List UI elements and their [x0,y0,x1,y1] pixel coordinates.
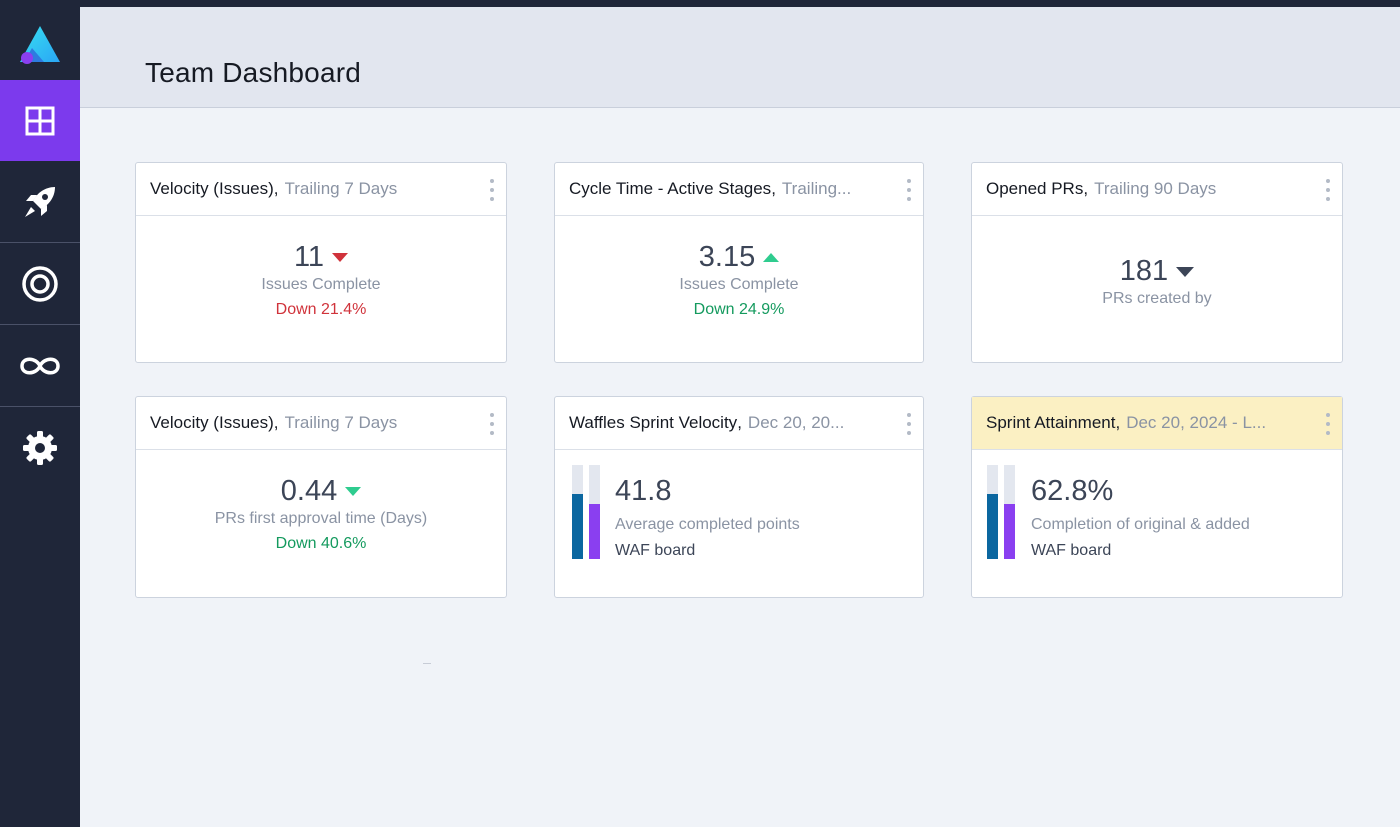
trend-down-icon [1176,266,1195,277]
metric-card: Velocity (Issues), Trailing 7 Days 0.44 P… [135,396,507,598]
metric-block: 3.15 Issues Complete Down 24.9% [555,241,923,319]
card-title: Cycle Time - Active Stages [569,179,772,198]
card-subtitle: Trailing 90 Days [1094,179,1217,198]
card-title: Velocity (Issues) [150,179,274,198]
sidebar-item-dashboard[interactable] [0,80,80,161]
card-menu-icon[interactable] [488,413,496,435]
sidebar-divider [0,242,80,243]
metric-value-row: 11 [293,241,349,274]
card-header: Cycle Time - Active Stages, Trailing... [555,163,923,216]
card-subtitle: Trailing 7 Days [284,179,398,198]
metric-value: 62.8% [1031,475,1114,507]
bar-fill-completed [589,504,600,559]
metric-label: Issues Complete [679,276,799,293]
page-header: Team Dashboard [80,7,1400,108]
divider-mark [423,663,431,664]
sprint-bars [987,465,1017,559]
metric-value-row: 181 [1119,255,1195,288]
trend-down-icon [332,253,349,262]
metric-block: 181 PRs created by [972,255,1342,308]
sidebar-item-goals[interactable] [0,243,80,324]
card-menu-icon[interactable] [488,179,496,201]
bar-track [1004,465,1015,559]
trend-up-icon [763,253,780,262]
card-menu-icon[interactable] [905,413,913,435]
sidebar [0,0,80,827]
card-menu-icon[interactable] [1324,413,1332,435]
loop-icon [20,357,60,374]
card-title: Waffles Sprint Velocity [569,413,738,432]
metric-block: 0.44 PRs first approval time (Days) Down… [136,475,506,553]
bar-fill-completed [1004,504,1015,559]
metric-change: Down 40.6% [275,535,367,552]
app-logo[interactable] [0,7,80,80]
card-title: Sprint Attainment [986,413,1116,432]
metric-value: 181 [1119,255,1169,287]
metric-label: Issues Complete [261,276,381,293]
metric-value: 11 [293,241,325,273]
logo-icon [20,25,60,64]
sidebar-item-integrations[interactable] [0,325,80,406]
metric-label: PRs created by [1102,290,1212,307]
metric-card: Waffles Sprint Velocity, Dec 20, 20... 41… [554,396,924,598]
metric-value-row: 3.15 [698,241,780,274]
metric-value-row: 0.44 [280,475,362,508]
target-icon [22,265,58,302]
metric-card: Velocity (Issues), Trailing 7 Days 11 Iss… [135,162,507,363]
card-subtitle: Trailing... [781,179,852,198]
metric-value: 3.15 [698,241,756,273]
sidebar-divider [0,324,80,325]
trend-down-icon [345,487,362,496]
card-header: Opened PRs, Trailing 90 Days [972,163,1342,216]
top-strip [0,0,1400,7]
card-title: Velocity (Issues) [150,413,274,432]
sidebar-item-settings[interactable] [0,407,80,488]
metric-block: 41.8 Average completed points WAF board [615,475,800,560]
metric-block: 11 Issues Complete Down 21.4% [136,241,506,319]
card-menu-icon[interactable] [1324,179,1332,201]
gear-icon [23,430,57,465]
metric-block: 62.8% Completion of original & added WAF… [1031,475,1250,560]
dashboard-grid-icon [25,106,55,135]
metric-change: Down 24.9% [693,301,785,318]
sprint-bars [570,465,600,559]
card-subtitle: Trailing 7 Days [284,413,398,432]
card-subtitle: Dec 20, 2024 - L... [1126,413,1267,432]
card-header: Velocity (Issues), Trailing 7 Days [136,163,506,216]
card-subtitle: Dec 20, 20... [747,413,845,432]
sidebar-divider [0,406,80,407]
board-name: WAF board [1031,542,1112,559]
metric-card-highlighted: Sprint Attainment, Dec 20, 2024 - L... 62… [971,396,1343,598]
metric-card: Opened PRs, Trailing 90 Days 181 PRs crea… [971,162,1343,363]
card-header: Velocity (Issues), Trailing 7 Days [136,397,506,450]
board-name: WAF board [615,542,696,559]
sidebar-item-deployments[interactable] [0,161,80,242]
card-menu-icon[interactable] [905,179,913,201]
bar-track [987,465,998,559]
metric-label: PRs first approval time (Days) [214,510,428,527]
metric-change: Down 21.4% [275,301,367,318]
bar-track [589,465,600,559]
rocket-icon [25,186,55,217]
metric-card: Cycle Time - Active Stages, Trailing... 3… [554,162,924,363]
bar-fill-committed [572,494,583,559]
card-title: Opened PRs [986,179,1084,198]
metric-label: Completion of original & added [1031,516,1250,533]
metric-value: 0.44 [280,475,338,507]
metric-label: Average completed points [615,516,800,533]
card-header: Waffles Sprint Velocity, Dec 20, 20... [555,397,923,450]
card-header: Sprint Attainment, Dec 20, 2024 - L... [972,397,1342,450]
bar-track [572,465,583,559]
page-title: Team Dashboard [145,57,362,88]
metric-value: 41.8 [615,475,672,507]
bar-fill-committed [987,494,998,559]
